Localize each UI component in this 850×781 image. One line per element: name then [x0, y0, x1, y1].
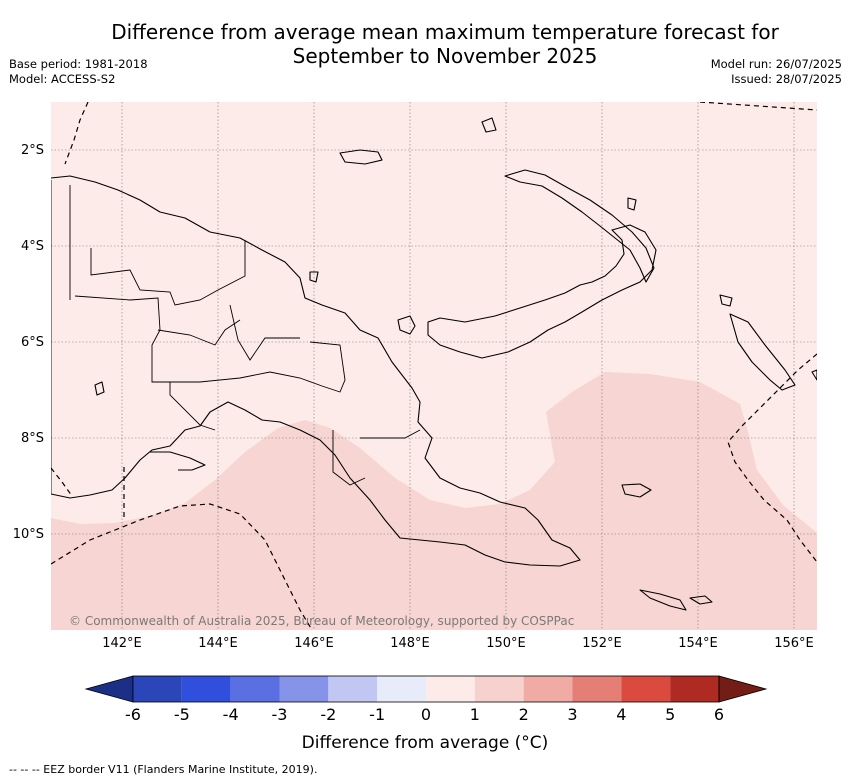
- lon-label: 150°E: [486, 636, 526, 651]
- new-ireland-island: [504, 169, 655, 283]
- colorbar-tick-label: 4: [616, 705, 627, 724]
- colorbar-segment: [670, 676, 719, 702]
- colorbar-segment: [279, 676, 329, 702]
- title-line-1: Difference from average mean maximum tem…: [111, 20, 779, 44]
- colorbar-segment: [181, 676, 231, 702]
- issued-date: Issued: 28/07/2025: [731, 72, 842, 86]
- colorbar-segment: [621, 676, 671, 702]
- colorbar-tick-label: 0: [420, 705, 432, 724]
- colorbar: [84, 675, 768, 703]
- lat-label: 8°S: [20, 431, 44, 446]
- lat-label: 6°S: [20, 335, 44, 350]
- small-island: [309, 271, 319, 283]
- small-island: [719, 294, 733, 307]
- fly-delta: [150, 451, 206, 471]
- small-island: [627, 197, 637, 211]
- eez-borders: [51, 102, 817, 630]
- colorbar-segment: [474, 676, 524, 702]
- colorbar-segment: [572, 676, 622, 702]
- lon-label: 154°E: [678, 636, 718, 651]
- lon-label: 144°E: [198, 636, 238, 651]
- bougainville-island: [729, 313, 796, 391]
- goodenough-island: [621, 483, 652, 498]
- meta-right: Model run: 26/07/2025 Issued: 28/07/2025: [711, 57, 842, 87]
- colorbar-segment: [230, 676, 280, 702]
- title-line-2: September to November 2025: [292, 44, 598, 68]
- model-run: Model run: 26/07/2025: [710, 57, 842, 71]
- colorbar-extend-low: [84, 675, 134, 703]
- manus-island: [339, 149, 383, 165]
- colorbar-tick-label: -2: [320, 705, 337, 724]
- small-island: [811, 369, 817, 381]
- new-britain-island: [427, 224, 657, 359]
- colorbar-segment: [523, 676, 573, 702]
- small-island: [94, 381, 105, 396]
- lon-label: 152°E: [582, 636, 622, 651]
- lon-label: 146°E: [294, 636, 334, 651]
- colorbar-tick-label: -4: [222, 705, 239, 724]
- copyright-notice: © Commonwealth of Australia 2025, Bureau…: [69, 614, 575, 628]
- lon-label: 142°E: [102, 636, 142, 651]
- lat-label: 4°S: [20, 239, 44, 254]
- colorbar-tick-label: -6: [125, 705, 141, 724]
- karkar-island: [397, 315, 416, 335]
- colorbar-tick-label: 5: [665, 705, 676, 724]
- colorbar-tick-label: 1: [469, 705, 480, 724]
- lon-label: 156°E: [774, 636, 814, 651]
- colorbar-title: Difference from average (°C): [301, 733, 549, 753]
- tagula-island: [639, 589, 687, 611]
- map-title: Difference from average mean maximum tem…: [60, 20, 830, 68]
- colorbar-tick-label: 6: [713, 705, 725, 724]
- colorbar-tick-label: 3: [567, 705, 578, 724]
- eez-footnote: -- -- -- EEZ border V11 (Flanders Marine…: [9, 763, 318, 776]
- lon-label: 148°E: [390, 636, 430, 651]
- colorbar-extend-high: [718, 675, 768, 703]
- warmer-anomaly-region: [51, 372, 817, 630]
- colorbar-segment: [377, 676, 426, 702]
- small-island: [481, 117, 497, 133]
- lat-label: 10°S: [12, 527, 44, 542]
- rossel-island: [689, 595, 713, 605]
- admin-boundaries: [51, 180, 421, 494]
- colorbar-tick-label: -5: [173, 705, 190, 724]
- colorbar-tick-label: 2: [518, 705, 529, 724]
- colorbar-tick-label: -3: [271, 705, 288, 724]
- lat-label: 2°S: [20, 143, 44, 158]
- colorbar-segment: [328, 676, 378, 702]
- meta-left: Base period: 1981-2018 Model: ACCESS-S2: [9, 57, 148, 87]
- model-name: Model: ACCESS-S2: [9, 72, 116, 86]
- new-guinea-coast: [51, 175, 581, 567]
- coastlines: [51, 117, 817, 611]
- colorbar-tick-label: -1: [369, 705, 386, 724]
- graticule: [51, 102, 817, 630]
- colorbar-segment: [133, 676, 182, 702]
- colorbar-outline: [132, 675, 720, 703]
- colorbar-segment: [426, 676, 475, 702]
- base-period: Base period: 1981-2018: [9, 57, 148, 71]
